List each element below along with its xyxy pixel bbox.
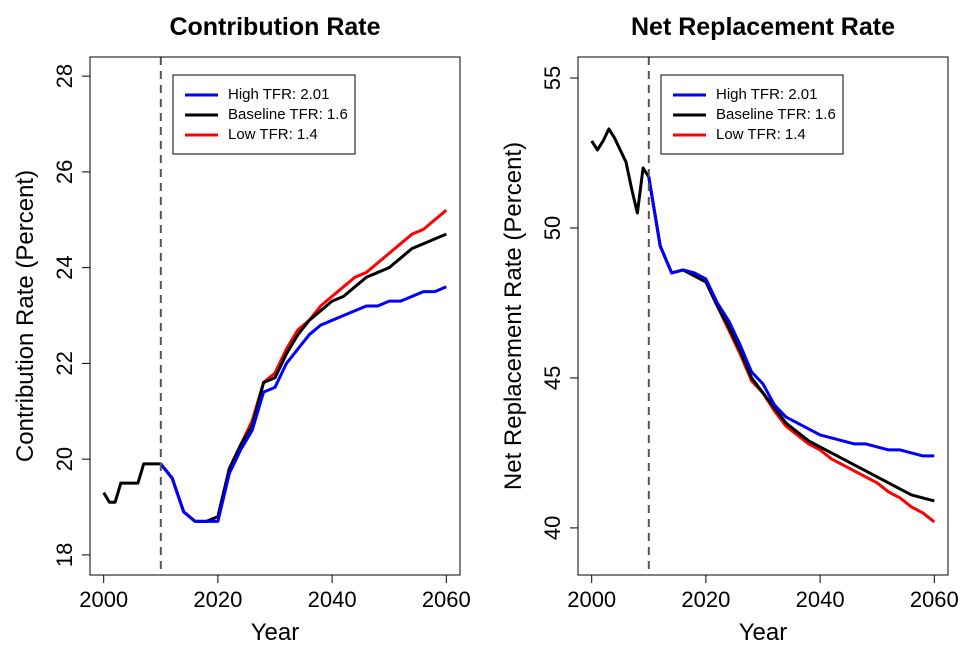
- plot-frame: [577, 56, 949, 576]
- x-tick-label: 2000: [79, 587, 128, 612]
- y-tick-label: 26: [52, 160, 77, 184]
- series-line: [590, 127, 935, 503]
- series-line: [102, 232, 447, 523]
- chart-title: Net Replacement Rate: [631, 13, 895, 41]
- x-axis-title: Year: [251, 619, 300, 646]
- x-tick-label: 2040: [308, 587, 357, 612]
- plot-frame: [89, 56, 461, 576]
- y-tick-label: 55: [540, 66, 565, 90]
- y-tick-label: 22: [52, 351, 77, 375]
- legend-label: Baseline TFR: 1.6: [228, 106, 348, 123]
- y-tick-label: 50: [540, 216, 565, 240]
- y-tick-label: 18: [52, 543, 77, 567]
- y-axis-title: Net Replacement Rate (Percent): [500, 142, 527, 490]
- chart-title: Contribution Rate: [169, 13, 380, 41]
- series-line: [159, 285, 447, 523]
- x-tick-label: 2000: [567, 587, 616, 612]
- legend-label: Low TFR: 1.4: [228, 126, 318, 143]
- y-tick-label: 40: [540, 516, 565, 540]
- x-tick-label: 2040: [796, 587, 845, 612]
- y-tick-label: 20: [52, 447, 77, 471]
- x-tick-label: 2060: [910, 587, 959, 612]
- y-tick-label: 28: [52, 64, 77, 88]
- y-axis-title: Contribution Rate (Percent): [12, 170, 39, 462]
- x-tick-label: 2060: [422, 587, 471, 612]
- x-axis-title: Year: [739, 619, 788, 646]
- x-tick-label: 2020: [193, 587, 242, 612]
- legend-label: High TFR: 2.01: [716, 86, 817, 103]
- legend-label: Low TFR: 1.4: [716, 126, 806, 143]
- y-tick-label: 24: [52, 255, 77, 279]
- series-line: [647, 176, 935, 458]
- series-line: [647, 176, 936, 524]
- y-tick-label: 45: [540, 366, 565, 390]
- x-tick-label: 2020: [681, 587, 730, 612]
- legend-label: High TFR: 2.01: [228, 86, 329, 103]
- legend-label: Baseline TFR: 1.6: [716, 106, 836, 123]
